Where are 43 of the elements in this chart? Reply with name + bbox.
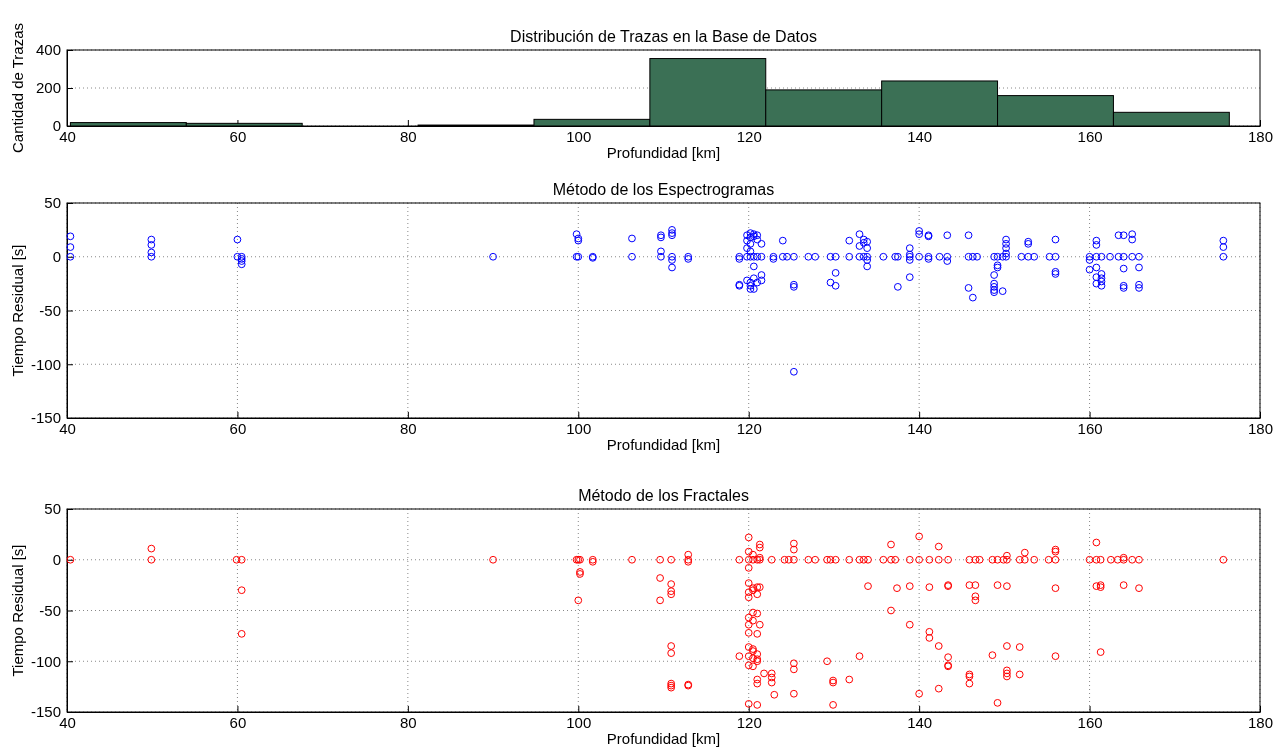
y-axis-title: Tiempo Residual [s] — [9, 244, 26, 377]
x-tick-label: 100 — [566, 419, 592, 437]
x-tick-label: 140 — [907, 713, 933, 731]
x-tick-label: 100 — [566, 127, 592, 145]
x-tick-label: 140 — [907, 419, 933, 437]
y-tick-label: 50 — [44, 194, 61, 212]
x-tick-label: 120 — [736, 713, 762, 731]
y-tick-label: 0 — [52, 551, 61, 569]
x-tick-label: 60 — [229, 127, 247, 145]
y-tick-label: 400 — [35, 41, 61, 59]
x-tick-label: 160 — [1077, 713, 1103, 731]
x-tick-label: 140 — [907, 127, 933, 145]
x-axis-title: Profundidad [km] — [606, 436, 721, 453]
x-tick-label: 120 — [736, 127, 762, 145]
x-tick-label: 160 — [1077, 419, 1103, 437]
y-axis-title: Tiempo Residual [s] — [9, 544, 26, 677]
y-tick-label: 0 — [52, 117, 61, 135]
y-tick-label: 50 — [44, 500, 61, 518]
chart-title: Distribución de Trazas en la Base de Datos — [510, 28, 817, 45]
y-tick-label: 200 — [35, 79, 61, 97]
chart-title: Método de los Espectrogramas — [552, 181, 775, 198]
y-tick-label: -50 — [39, 301, 61, 319]
x-tick-label: 180 — [1247, 419, 1274, 437]
x-tick-label: 180 — [1247, 127, 1274, 145]
x-tick-label: 60 — [229, 419, 247, 437]
x-tick-label: 80 — [400, 713, 417, 731]
x-tick-label: 60 — [229, 713, 247, 731]
x-axis-title: Profundidad [km] — [606, 730, 721, 747]
y-tick-label: -100 — [30, 652, 61, 670]
x-tick-label: 180 — [1247, 713, 1274, 731]
x-tick-label: 80 — [400, 419, 417, 437]
x-tick-label: 80 — [400, 127, 417, 145]
y-axis-title: Cantidad de Trazas — [9, 22, 26, 154]
x-tick-label: 160 — [1077, 127, 1103, 145]
y-tick-label: 0 — [52, 248, 61, 266]
chart-title: Método de los Fractales — [578, 487, 749, 504]
x-axis-title: Profundidad [km] — [606, 144, 721, 161]
x-tick-label: 100 — [566, 713, 592, 731]
y-tick-label: -50 — [39, 601, 61, 619]
y-tick-label: -150 — [30, 409, 61, 427]
y-tick-label: -150 — [30, 703, 61, 721]
x-tick-label: 120 — [736, 419, 762, 437]
y-tick-label: -100 — [30, 355, 61, 373]
